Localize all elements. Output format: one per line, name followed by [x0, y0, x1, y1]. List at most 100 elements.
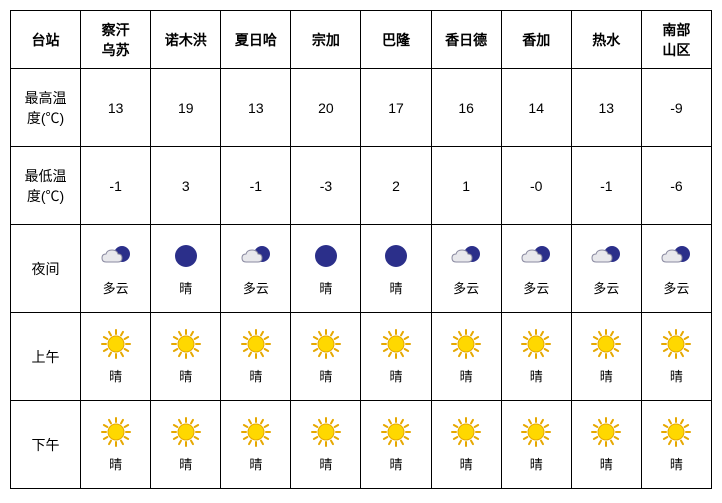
station-4: 巴隆	[361, 11, 431, 69]
afternoon-label-2: 晴	[249, 454, 262, 473]
cloud-moon-icon	[448, 241, 484, 274]
high-temp-0: 13	[81, 69, 151, 147]
cloud-moon-icon	[588, 241, 624, 274]
morning-cell-2: 晴	[221, 313, 291, 401]
sun-icon	[518, 329, 554, 362]
night-row: 夜间 多云 晴 多云 晴 晴 多云 多云	[11, 225, 712, 313]
sun-icon	[378, 329, 414, 362]
station-1: 诺木洪	[151, 11, 221, 69]
night-cell-4: 晴	[361, 225, 431, 313]
station-8: 南部山区	[641, 11, 711, 69]
sun-icon	[378, 417, 414, 450]
night-label-3: 晴	[319, 278, 332, 297]
high-temp-2: 13	[221, 69, 291, 147]
moon-icon	[308, 241, 344, 274]
afternoon-label: 下午	[11, 401, 81, 489]
night-label-8: 多云	[663, 278, 689, 297]
high-temp-8: -9	[641, 69, 711, 147]
high-temp-label: 最高温度(℃)	[11, 69, 81, 147]
station-2: 夏日哈	[221, 11, 291, 69]
afternoon-label-8: 晴	[670, 454, 683, 473]
cloud-moon-icon	[658, 241, 694, 274]
afternoon-label-3: 晴	[319, 454, 332, 473]
station-0: 察汗乌苏	[81, 11, 151, 69]
low-temp-row: 最低温度(℃) -1 3 -1 -3 2 1 -0 -1 -6	[11, 147, 712, 225]
night-label: 夜间	[11, 225, 81, 313]
afternoon-cell-2: 晴	[221, 401, 291, 489]
morning-cell-1: 晴	[151, 313, 221, 401]
sun-icon	[98, 329, 134, 362]
morning-label-2: 晴	[249, 366, 262, 385]
morning-label-0: 晴	[109, 366, 122, 385]
morning-label-5: 晴	[460, 366, 473, 385]
afternoon-label-0: 晴	[109, 454, 122, 473]
low-temp-5: 1	[431, 147, 501, 225]
sun-icon	[448, 329, 484, 362]
morning-cell-3: 晴	[291, 313, 361, 401]
high-temp-6: 14	[501, 69, 571, 147]
sun-icon	[168, 417, 204, 450]
low-temp-7: -1	[571, 147, 641, 225]
sun-icon	[238, 417, 274, 450]
afternoon-cell-1: 晴	[151, 401, 221, 489]
morning-label-6: 晴	[530, 366, 543, 385]
night-label-4: 晴	[390, 278, 403, 297]
night-cell-6: 多云	[501, 225, 571, 313]
night-cell-1: 晴	[151, 225, 221, 313]
night-label-6: 多云	[523, 278, 549, 297]
high-temp-4: 17	[361, 69, 431, 147]
low-temp-3: -3	[291, 147, 361, 225]
sun-icon	[658, 417, 694, 450]
morning-label-1: 晴	[179, 366, 192, 385]
sun-icon	[168, 329, 204, 362]
night-cell-5: 多云	[431, 225, 501, 313]
cloud-moon-icon	[518, 241, 554, 274]
night-cell-3: 晴	[291, 225, 361, 313]
cloud-moon-icon	[238, 241, 274, 274]
low-temp-1: 3	[151, 147, 221, 225]
weather-table: 台站 察汗乌苏 诺木洪 夏日哈 宗加 巴隆 香日德 香加 热水 南部山区 最高温…	[10, 10, 712, 489]
sun-icon	[98, 417, 134, 450]
morning-label-7: 晴	[600, 366, 613, 385]
morning-row: 上午 晴 晴 晴 晴 晴 晴 晴 晴 晴	[11, 313, 712, 401]
afternoon-label-4: 晴	[390, 454, 403, 473]
night-label-2: 多云	[243, 278, 269, 297]
night-label-7: 多云	[593, 278, 619, 297]
station-6: 香加	[501, 11, 571, 69]
morning-label-4: 晴	[390, 366, 403, 385]
station-3: 宗加	[291, 11, 361, 69]
morning-label: 上午	[11, 313, 81, 401]
low-temp-2: -1	[221, 147, 291, 225]
night-label-0: 多云	[103, 278, 129, 297]
morning-cell-0: 晴	[81, 313, 151, 401]
afternoon-cell-8: 晴	[641, 401, 711, 489]
high-temp-3: 20	[291, 69, 361, 147]
afternoon-label-6: 晴	[530, 454, 543, 473]
sun-icon	[588, 329, 624, 362]
low-temp-4: 2	[361, 147, 431, 225]
low-temp-0: -1	[81, 147, 151, 225]
afternoon-cell-3: 晴	[291, 401, 361, 489]
afternoon-cell-0: 晴	[81, 401, 151, 489]
afternoon-cell-7: 晴	[571, 401, 641, 489]
afternoon-cell-6: 晴	[501, 401, 571, 489]
morning-cell-7: 晴	[571, 313, 641, 401]
sun-icon	[518, 417, 554, 450]
night-label-5: 多云	[453, 278, 479, 297]
header-station-label: 台站	[11, 11, 81, 69]
sun-icon	[658, 329, 694, 362]
afternoon-cell-5: 晴	[431, 401, 501, 489]
high-temp-5: 16	[431, 69, 501, 147]
sun-icon	[308, 329, 344, 362]
cloud-moon-icon	[98, 241, 134, 274]
high-temp-1: 19	[151, 69, 221, 147]
afternoon-label-1: 晴	[179, 454, 192, 473]
low-temp-8: -6	[641, 147, 711, 225]
morning-cell-8: 晴	[641, 313, 711, 401]
sun-icon	[308, 417, 344, 450]
high-temp-7: 13	[571, 69, 641, 147]
morning-label-3: 晴	[319, 366, 332, 385]
sun-icon	[588, 417, 624, 450]
sun-icon	[448, 417, 484, 450]
night-cell-7: 多云	[571, 225, 641, 313]
